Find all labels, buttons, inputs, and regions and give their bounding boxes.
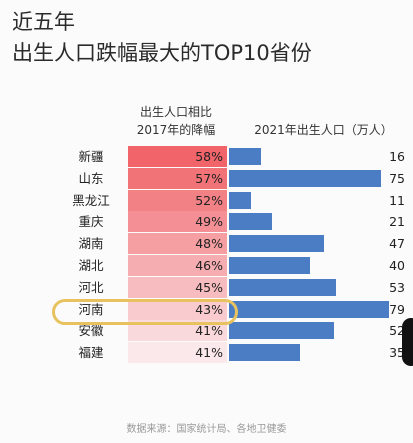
births-bar: [229, 300, 389, 318]
births-value-label: 53: [389, 279, 405, 295]
province-label: 河北: [78, 279, 104, 295]
province-label: 湖南: [78, 236, 104, 252]
births-value-label: 21: [389, 214, 405, 230]
decline-pct-cell: 46%: [128, 255, 227, 276]
decline-pct-cell: 43%: [128, 298, 227, 320]
data-source: 数据来源：国家统计局、各地卫健委: [126, 424, 287, 435]
province-label: 新疆: [78, 149, 104, 164]
chart-row: 重庆 49% 21: [0, 211, 413, 233]
births-value-label: 40: [389, 258, 405, 273]
births-column-header: 2021年出生人口（万人）: [254, 123, 393, 137]
decline-header-line2: 2017年的降幅: [136, 123, 216, 137]
decline-pct-cell: 45%: [128, 276, 227, 298]
births-value-label: 52: [389, 323, 405, 339]
births-value-label: 79: [389, 301, 405, 317]
chart-title-line2: 出生人口跌幅最大的TOP10省份: [12, 41, 312, 65]
province-label: 河南: [78, 301, 104, 317]
births-bar: [229, 148, 262, 165]
chart-row: 福建 41% 35: [0, 342, 413, 364]
province-label: 重庆: [78, 214, 104, 230]
decline-pct-cell: 41%: [128, 342, 227, 364]
births-bar: [229, 191, 252, 209]
births-value-label: 75: [389, 170, 405, 186]
decline-pct-cell: 41%: [128, 320, 227, 342]
decline-pct-cell: 48%: [128, 233, 227, 255]
births-bar: [229, 213, 272, 231]
births-bar: [229, 344, 300, 362]
highlight-ring: [52, 299, 238, 325]
decline-pct-cell: 57%: [128, 167, 227, 189]
chart-row: 山东 57% 75: [0, 167, 413, 190]
decline-pct-cell: 58%: [128, 146, 227, 167]
chart-row: 湖北 46% 40: [0, 255, 413, 277]
chart-row: 新疆 58% 16: [0, 146, 413, 168]
chart-row: 河北 45% 53: [0, 276, 413, 299]
chart-row: 湖南 48% 47: [0, 233, 413, 255]
province-label: 湖北: [78, 258, 104, 273]
chart-row: 黑龙江 52% 11: [0, 189, 413, 212]
births-bar: [229, 322, 335, 340]
edge-shape: [402, 318, 413, 366]
decline-pct-cell: 49%: [128, 211, 227, 233]
births-bar: [229, 257, 310, 274]
province-label: 山东: [78, 170, 104, 186]
province-label: 安徽: [78, 323, 104, 339]
births-bar: [229, 235, 325, 253]
births-value-label: 47: [389, 236, 405, 252]
chart-title-line1: 近五年: [12, 10, 75, 34]
decline-pct-cell: 52%: [128, 189, 227, 211]
decline-header-line1: 出生人口相比: [139, 105, 212, 119]
births-bar: [229, 278, 337, 296]
decline-column-header: 出生人口相比 2017年的降幅: [120, 103, 232, 139]
births-value-label: 16: [389, 149, 405, 164]
chart-row: 河南 43% 79: [0, 298, 413, 321]
births-value-label: 35: [389, 345, 405, 361]
births-bar: [229, 169, 381, 187]
province-label: 福建: [78, 345, 104, 361]
chart-row: 安徽 41% 52: [0, 320, 413, 342]
province-label: 黑龙江: [72, 192, 110, 208]
births-value-label: 11: [389, 192, 405, 208]
